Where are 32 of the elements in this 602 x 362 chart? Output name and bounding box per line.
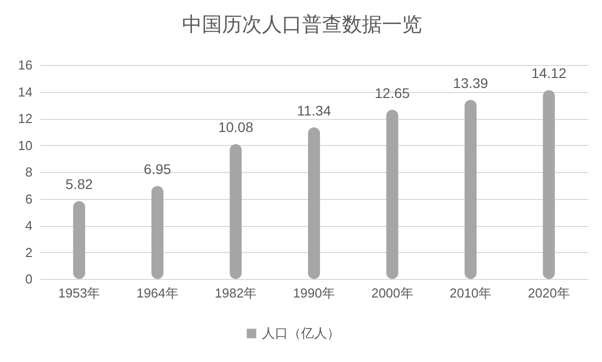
bar (73, 201, 86, 279)
data-label: 12.65 (374, 84, 410, 101)
data-label: 5.82 (66, 176, 93, 192)
data-label: 6.95 (144, 161, 172, 178)
bar (230, 144, 242, 279)
chart-title: 中国历次人口普查数据一览 (182, 13, 422, 36)
y-tick-label: 12 (18, 111, 32, 126)
x-tick-label: 2000年 (371, 286, 414, 300)
y-tick-label: 14 (18, 84, 32, 100)
bar (386, 110, 398, 279)
bar (542, 90, 555, 279)
y-tick-label: 2 (25, 244, 32, 260)
x-tick-label: 2010年 (450, 286, 492, 300)
y-tick-label: 4 (25, 218, 32, 233)
bar (308, 127, 320, 279)
data-label: 11.34 (297, 102, 332, 118)
y-tick-label: 8 (25, 164, 32, 180)
y-tick-label: 0 (25, 272, 32, 286)
bar (151, 186, 164, 279)
x-tick-label: 1953年 (58, 286, 100, 300)
x-tick-label: 1964年 (136, 286, 178, 300)
x-tick-label: 1990年 (293, 286, 335, 300)
bar (464, 100, 477, 279)
y-tick-label: 16 (18, 58, 32, 72)
y-tick-label: 6 (25, 191, 32, 206)
legend-label: 人口（亿人） (262, 326, 340, 340)
data-label: 13.39 (453, 74, 488, 91)
data-label: 10.08 (218, 119, 254, 136)
data-label: 14.12 (531, 65, 567, 82)
x-tick-label: 2020年 (528, 286, 570, 300)
y-tick-label: 10 (18, 138, 32, 153)
x-tick-label: 1982年 (214, 286, 257, 300)
